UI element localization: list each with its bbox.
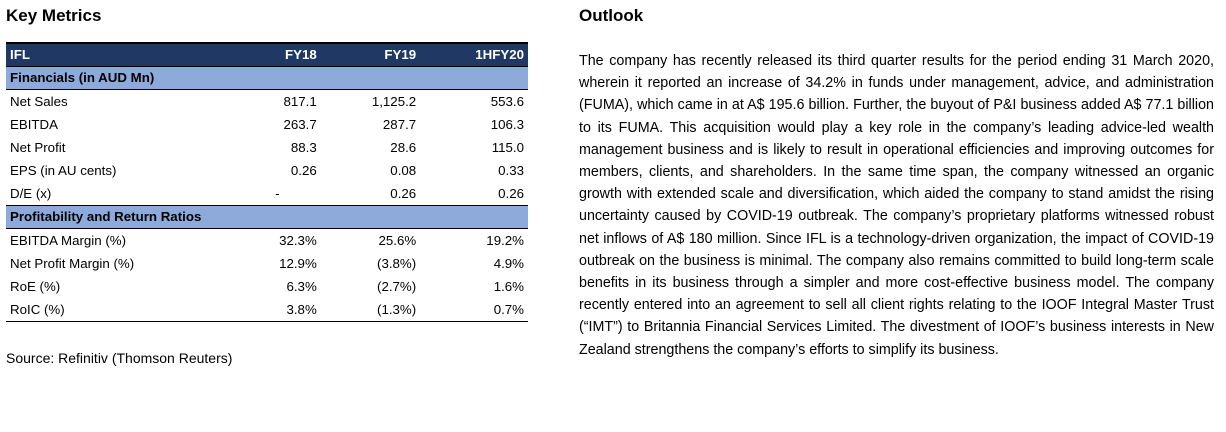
cell-value: 0.08	[390, 162, 417, 178]
row-label: EBITDA	[10, 116, 59, 132]
cell-value: 19.2%	[486, 232, 524, 248]
cell-value: 25.6%	[378, 232, 417, 248]
row-label: EBITDA Margin (%)	[10, 232, 127, 248]
table-row: EBITDA Margin (%) 32.3% 25.6% 19.2%	[6, 229, 528, 253]
cell-value: -	[275, 185, 280, 201]
section-row-profitability: Profitability and Return Ratios	[6, 205, 528, 229]
key-metrics-panel: Key Metrics IFL FY18 FY19 1HFY20 Financi…	[6, 0, 532, 366]
table-header-row: IFL FY18 FY19 1HFY20	[6, 42, 528, 67]
table-row: EBITDA 263.7 287.7 106.3	[6, 113, 528, 136]
cell-value: 0.26	[390, 185, 417, 201]
row-label: Net Profit	[10, 139, 66, 155]
cell-value: 28.6	[390, 139, 417, 155]
header-fy18: FY18	[234, 42, 321, 67]
table-row: Net Sales 817.1 1,125.2 553.6	[6, 90, 528, 114]
table-row: D/E (x) - 0.26 0.26	[6, 182, 528, 206]
header-1hfy20: 1HFY20	[420, 42, 528, 67]
key-metrics-table: IFL FY18 FY19 1HFY20 Financials (in AUD …	[6, 42, 528, 322]
source-note: Source: Refinitiv (Thomson Reuters)	[6, 350, 233, 366]
cell-value: 0.26	[290, 162, 317, 178]
header-fy19: FY19	[320, 42, 421, 67]
cell-value: (1.3%)	[320, 298, 421, 322]
cell-value: 263.7	[283, 116, 317, 132]
section-row-financials: Financials (in AUD Mn)	[6, 66, 528, 90]
table-row: Net Profit Margin (%) 12.9% (3.8%) 4.9%	[6, 252, 528, 275]
table-row: RoIC (%) 3.8% (1.3%) 0.7%	[6, 298, 528, 322]
cell-value: 553.6	[490, 93, 524, 109]
table-row: EPS (in AU cents) 0.26 0.08 0.33	[6, 159, 528, 182]
cell-value: 32.3%	[279, 232, 317, 248]
outlook-panel: Outlook The company has recently release…	[579, 0, 1214, 361]
cell-value: 1,125.2	[371, 93, 417, 109]
cell-value: (2.7%)	[377, 278, 417, 294]
section-label: Financials (in AUD Mn)	[6, 66, 528, 90]
cell-value: 817.1	[283, 93, 317, 109]
cell-value: 0.26	[498, 185, 524, 201]
row-label: Net Sales	[10, 93, 68, 109]
section-label: Profitability and Return Ratios	[6, 205, 528, 229]
outlook-paragraph: The company has recently released its th…	[579, 53, 1214, 358]
row-label: D/E (x)	[10, 185, 52, 201]
cell-value: 4.9%	[493, 255, 524, 271]
cell-value: 6.3%	[286, 278, 317, 294]
key-metrics-title: Key Metrics	[6, 6, 102, 25]
outlook-title: Outlook	[579, 6, 644, 25]
cell-value: 12.9%	[279, 255, 317, 271]
cell-value: 287.7	[382, 116, 417, 132]
row-label: Net Profit Margin (%)	[10, 255, 135, 271]
cell-value: 3.8%	[234, 298, 321, 322]
cell-value: (3.8%)	[377, 255, 417, 271]
header-company: IFL	[6, 42, 234, 67]
cell-value: 1.6%	[493, 278, 524, 294]
row-label: RoE (%)	[10, 278, 61, 294]
table-row: Net Profit 88.3 28.6 115.0	[6, 136, 528, 159]
cell-value: 88.3	[290, 139, 317, 155]
row-label: EPS (in AU cents)	[10, 162, 117, 178]
cell-value: 115.0	[491, 139, 524, 155]
row-label: RoIC (%)	[6, 298, 234, 322]
cell-value: 0.7%	[420, 298, 528, 322]
table-row: RoE (%) 6.3% (2.7%) 1.6%	[6, 275, 528, 298]
cell-value: 106.3	[490, 116, 524, 132]
cell-value: 0.33	[498, 162, 524, 178]
